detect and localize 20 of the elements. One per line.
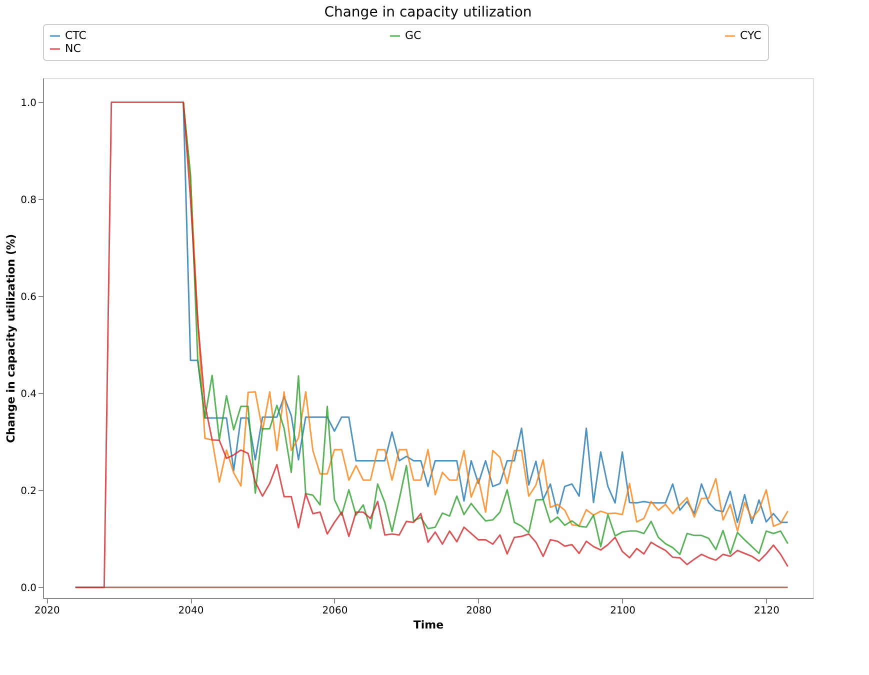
y-tick-label: 0.4 — [20, 388, 36, 400]
x-tick-label: 2060 — [322, 606, 348, 616]
x-tick-label: 2120 — [754, 606, 780, 616]
y-tick-label: 0.8 — [20, 194, 36, 206]
y-axis-title: Change in capacity utilization (%) — [4, 234, 18, 444]
y-tick-label: 1.0 — [20, 98, 36, 109]
y-tick-label: 0.2 — [20, 486, 36, 497]
y-tick-label: 0.0 — [20, 582, 36, 594]
legend-label: GC — [405, 29, 422, 42]
chart-title: Change in capacity utilization — [324, 4, 532, 20]
x-tick-label: 2020 — [34, 606, 60, 616]
x-axis-title: Time — [413, 618, 444, 632]
legend-label: CYC — [740, 29, 762, 42]
legend-label: CTC — [65, 29, 87, 42]
legend-label: NC — [65, 42, 82, 55]
x-tick-label: 2100 — [610, 606, 636, 616]
y-tick-label: 0.6 — [20, 292, 36, 303]
x-tick-label: 2080 — [466, 606, 492, 616]
x-tick-label: 2040 — [178, 606, 204, 616]
line-series — [74, 102, 789, 588]
